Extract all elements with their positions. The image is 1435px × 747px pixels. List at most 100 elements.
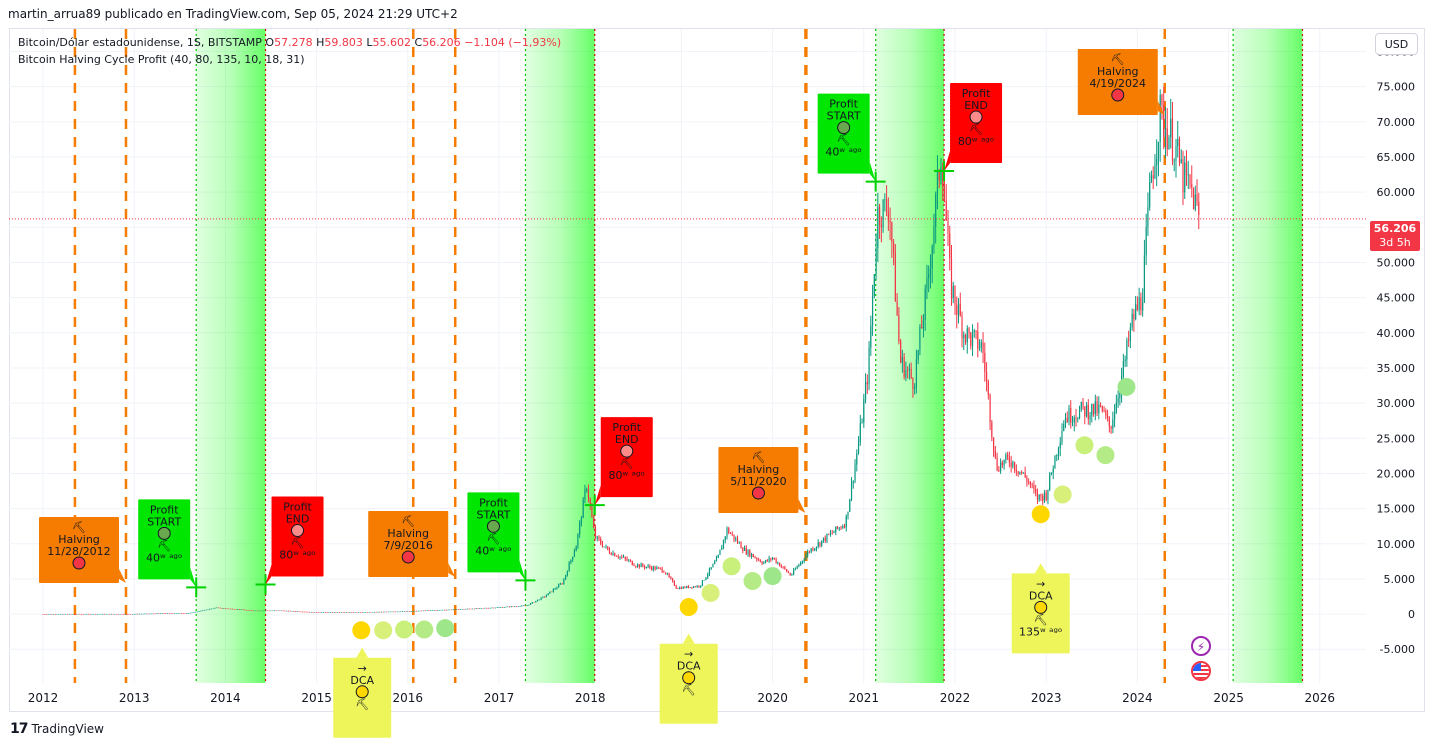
box-text: START (827, 110, 861, 123)
close-label: C (414, 36, 423, 49)
candle (889, 220, 891, 223)
candle (528, 604, 530, 606)
candle (198, 611, 200, 612)
candle (356, 612, 358, 613)
candle (551, 591, 553, 593)
candle (708, 568, 711, 575)
dca-label-pointer (356, 647, 369, 658)
candle (1145, 227, 1147, 256)
candle (342, 612, 344, 613)
candle (61, 613, 63, 615)
x-tick-label: 2025 (1213, 691, 1244, 705)
candle (187, 613, 190, 614)
candle (624, 556, 626, 559)
candle (116, 614, 118, 615)
symbol-name: Bitcoin/Dólar estadounidense, 1S, BITSTA… (18, 36, 262, 49)
candle (238, 609, 241, 610)
candle (1106, 415, 1109, 418)
candle (172, 613, 174, 614)
candle (800, 562, 802, 565)
candle (1042, 496, 1044, 501)
candle (817, 542, 819, 547)
candle (659, 567, 661, 569)
candle (507, 606, 509, 608)
lightning-icon[interactable]: ⚡ (1191, 636, 1211, 656)
candle (258, 610, 260, 612)
candle (501, 607, 504, 608)
candle (489, 607, 491, 609)
candle (921, 326, 923, 329)
x-tick-label: 2014 (210, 691, 241, 705)
box-text: Profit (283, 501, 312, 514)
candle (121, 613, 123, 615)
candle (45, 614, 48, 615)
candle (1077, 418, 1079, 420)
candle (868, 347, 870, 385)
candle (698, 585, 700, 587)
candle (1135, 304, 1137, 320)
candle (521, 605, 523, 607)
dca-dot (1117, 377, 1136, 396)
candle (1017, 471, 1019, 474)
candle (417, 610, 419, 612)
symbol-row[interactable]: Bitcoin/Dólar estadounidense, 1S, BITSTA… (18, 34, 561, 51)
candle (556, 587, 558, 589)
candle (586, 489, 588, 490)
candle (992, 437, 995, 451)
publisher-bar: martin_arrua89 publicado en TradingView.… (0, 0, 1435, 28)
candle (789, 572, 791, 576)
candle (640, 563, 642, 568)
candle (910, 368, 912, 379)
currency-button[interactable]: USD (1375, 33, 1418, 55)
candle (978, 347, 981, 349)
tradingview-logo[interactable]: 17 (10, 721, 29, 737)
candle (1010, 462, 1012, 467)
candle (575, 546, 577, 552)
candle (287, 610, 290, 612)
box-text: END (286, 513, 310, 526)
candle (149, 613, 151, 615)
candle (1014, 462, 1016, 471)
candle (444, 609, 446, 611)
candle (645, 566, 647, 568)
candle (1136, 304, 1138, 310)
candle (561, 583, 563, 585)
candle (822, 537, 825, 541)
candle (814, 548, 816, 551)
halving-label-bg (368, 511, 449, 577)
candle (777, 562, 779, 564)
candle (852, 480, 854, 483)
candle (1115, 402, 1117, 414)
candle (900, 341, 902, 363)
candle (728, 528, 730, 534)
tradingview-brand[interactable]: TradingView (31, 722, 104, 736)
candle (801, 560, 804, 563)
candle (186, 613, 188, 614)
candle (487, 608, 490, 609)
candle (386, 611, 388, 613)
candle (596, 536, 598, 539)
candle (600, 539, 602, 544)
candle (1043, 492, 1046, 501)
circle-icon (620, 444, 634, 458)
candle (328, 612, 330, 613)
candle (177, 613, 179, 614)
candle (202, 610, 204, 612)
us-flag-icon[interactable] (1191, 661, 1211, 681)
indicator-row[interactable]: Bitcoin Halving Cycle Profit (40, 80, 13… (18, 51, 561, 68)
profit-end-label-pointer (594, 485, 601, 506)
candle (700, 585, 702, 587)
candle (929, 268, 932, 275)
candle (794, 568, 796, 570)
dca-dot (395, 620, 414, 639)
candle (842, 526, 844, 528)
candle (140, 613, 142, 615)
candle (775, 558, 777, 563)
candle (463, 608, 465, 610)
chart-legend: Bitcoin/Dólar estadounidense, 1S, BITSTA… (18, 34, 561, 68)
candle (886, 199, 888, 212)
candle (675, 585, 677, 589)
halving-label-bg (1077, 49, 1158, 115)
